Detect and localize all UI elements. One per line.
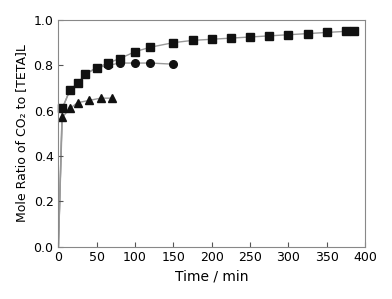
X-axis label: Time / min: Time / min xyxy=(175,270,249,284)
Y-axis label: Mole Ratio of CO₂ to [TETA]L: Mole Ratio of CO₂ to [TETA]L xyxy=(15,44,28,222)
